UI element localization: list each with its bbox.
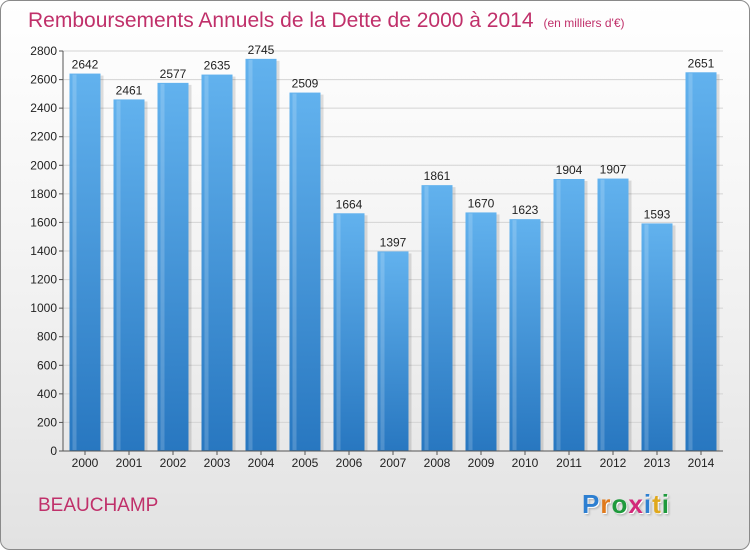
bar-2002 [157,82,189,451]
x-tick-label: 2005 [292,456,319,470]
bar-highlight [292,93,297,451]
y-tick-label: 2800 [30,44,57,58]
bar-highlight [248,59,253,450]
bar-highlight [336,214,341,450]
x-tick-label: 2006 [336,456,363,470]
bar-value-label: 1670 [468,196,495,210]
bar-2011 [553,179,585,451]
bar-value-label: 2509 [292,77,319,91]
bar-highlight [160,83,165,450]
bar-highlight [116,100,121,450]
chart-unit: (en milliers d'€) [543,16,625,30]
axes: 0 200 400 600 800 1000 1200 1400 1600 1800 2000 220… [30,44,723,470]
y-tick-label: 200 [37,415,57,429]
bar-highlight [688,73,693,451]
chart-title-text: Remboursements Annuels de la Dette de 20… [28,9,534,32]
bar-2000 [69,73,101,452]
bar-value-label: 2651 [688,56,715,70]
bar-highlight [556,180,561,450]
bar-2006 [333,213,365,451]
y-tick-label: 600 [37,358,57,372]
y-tick-label: 2200 [30,130,57,144]
bar-highlight [424,186,429,450]
logo-letter: x [628,489,644,519]
y-tick-label: 2600 [30,73,57,87]
x-tick-label: 2003 [204,456,231,470]
y-tick-label: 1200 [30,273,57,287]
logo-letter: o [611,489,629,519]
x-tick-label: 2000 [72,456,99,470]
logo-letter: i [643,489,653,519]
bar-highlight [72,74,77,451]
y-tick-label: 2400 [30,101,57,115]
bar-value-label: 2577 [160,67,187,81]
logo-letter: r [600,489,612,519]
x-tick-label: 2012 [600,456,627,470]
bar-2010 [509,219,541,451]
bar-2005 [289,92,321,452]
bar-highlight [644,224,649,450]
logo-letter: i [661,489,670,519]
bar-value-label: 1904 [556,163,583,177]
bar-value-label: 1397 [380,235,407,249]
x-tick-label: 2013 [644,456,671,470]
bar-2012 [597,178,629,452]
bar-value-label: 1623 [512,203,539,217]
x-tick-label: 2002 [160,456,187,470]
commune-name: BEAUCHAMP [38,495,159,516]
bar-highlight [204,75,209,451]
proxiti-logo: Proxiti [582,489,670,520]
x-tick-label: 2001 [116,456,143,470]
y-tick-label: 800 [37,330,57,344]
bar-2008 [421,185,453,451]
y-tick-label: 1800 [30,187,57,201]
bar-2014 [685,72,717,452]
logo-letter: P [582,489,601,519]
x-tick-label: 2008 [424,456,451,470]
chart-title: Remboursements Annuels de la Dette de 20… [28,9,625,33]
x-tick-label: 2007 [380,456,407,470]
bar-value-label: 2745 [248,43,275,57]
x-tick-label: 2010 [512,456,539,470]
y-tick-label: 1000 [30,301,57,315]
bar-2007 [377,251,409,451]
bar-value-label: 1861 [424,169,451,183]
bar-2009 [465,212,497,451]
bar-value-label: 1907 [600,163,627,177]
logo-letter: t [652,489,662,519]
bar-value-label: 2642 [72,58,99,72]
bar-2004 [245,58,277,451]
bars: 2642 2461 2577 2635 2745 2509 1664 1397 1861 1670… [69,43,720,452]
bar-highlight [380,252,385,450]
y-tick-label: 1600 [30,215,57,229]
bar-value-label: 1593 [644,207,671,221]
bar-value-label: 1664 [336,197,363,211]
bar-highlight [512,220,517,450]
y-tick-label: 400 [37,387,57,401]
x-tick-label: 2011 [556,456,582,470]
y-tick-label: 1400 [30,244,57,258]
x-tick-label: 2014 [688,456,715,470]
bar-highlight [600,179,605,451]
x-tick-label: 2004 [248,456,275,470]
bar-value-label: 2461 [116,83,143,97]
x-tick-label: 2009 [468,456,495,470]
y-tick-label: 0 [50,444,57,458]
bar-highlight [468,213,473,450]
bar-value-label: 2635 [204,59,231,73]
y-tick-label: 2000 [30,158,57,172]
bar-2001 [113,99,145,451]
bar-2013 [641,223,673,451]
bar-2003 [201,74,233,452]
